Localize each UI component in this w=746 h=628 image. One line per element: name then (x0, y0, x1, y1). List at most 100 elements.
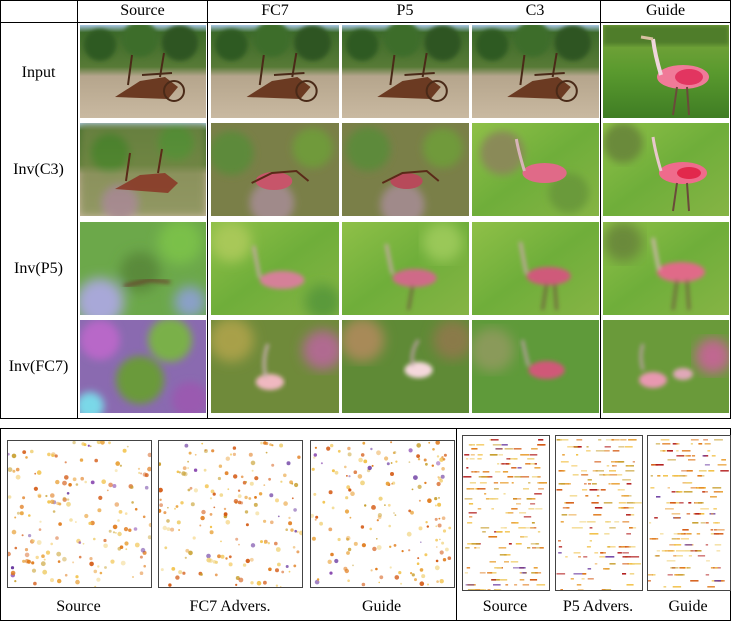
activation-stroke (573, 446, 582, 448)
activation-stroke (519, 567, 526, 569)
activation-dot (386, 462, 390, 466)
activation-dot (440, 474, 445, 479)
activation-dot (277, 562, 281, 567)
activation-dot (385, 481, 390, 486)
activation-stroke (710, 567, 715, 569)
activation-dot (15, 474, 21, 480)
activation-dot (437, 523, 442, 528)
activation-stroke (661, 550, 667, 552)
activation-dot (57, 578, 62, 584)
activation-stroke (556, 573, 566, 575)
activation-stroke (576, 439, 583, 441)
activation-dot (269, 443, 272, 446)
activation-stroke (517, 467, 522, 469)
activation-stroke (676, 550, 685, 552)
activation-dot (40, 561, 46, 567)
activation-dot (343, 566, 348, 571)
activation-dot (313, 456, 316, 459)
caption-left-fc7-advers: FC7 Advers. (189, 598, 271, 615)
top-border-bottom (0, 418, 731, 419)
inv-c3-p5-image (342, 123, 469, 216)
activation-stroke (511, 522, 519, 524)
activation-stroke (660, 533, 664, 535)
activation-stroke (700, 508, 709, 510)
activation-dot (138, 471, 141, 474)
activation-stroke (686, 513, 691, 515)
activation-dot (209, 530, 214, 535)
activation-dot (33, 581, 37, 586)
activation-stroke (472, 589, 476, 590)
activation-dot (263, 519, 267, 523)
activation-stroke (464, 454, 470, 456)
activation-map-fc7-advers (158, 440, 303, 588)
activation-dot (347, 579, 350, 582)
activation-stroke (514, 584, 518, 586)
activation-dot (93, 569, 98, 574)
activation-stroke (480, 589, 487, 590)
activation-stroke (493, 584, 501, 586)
activation-stroke (667, 450, 673, 452)
top-border-left (0, 0, 1, 419)
activation-dot (408, 448, 413, 453)
activation-stroke (666, 502, 670, 504)
activation-dot (79, 458, 84, 462)
activation-dot (220, 540, 222, 543)
activation-stroke (669, 502, 676, 504)
activation-stroke (525, 463, 531, 465)
activation-dot (254, 496, 257, 499)
activation-dot (436, 461, 441, 466)
activation-stroke (522, 584, 530, 586)
inv-p5-source-image (80, 222, 206, 315)
activation-stroke (578, 556, 581, 558)
activation-dot (178, 529, 181, 531)
activation-dot (441, 516, 446, 520)
activation-stroke (472, 471, 480, 473)
activation-stroke (560, 589, 563, 590)
activation-dot (326, 446, 331, 451)
activation-dot (314, 518, 317, 521)
activation-dot (64, 475, 69, 480)
activation-dot (423, 458, 427, 462)
activation-dot (69, 518, 73, 522)
activation-dot (144, 473, 149, 478)
activation-stroke (611, 439, 614, 441)
activation-stroke (627, 563, 635, 565)
activation-stroke (582, 573, 586, 575)
activation-dot (384, 456, 389, 461)
activation-stroke (568, 514, 577, 516)
activation-dot (251, 469, 254, 472)
inv-fc7-guide-image (603, 320, 729, 413)
activation-dot (400, 582, 403, 585)
activation-dot (387, 503, 391, 507)
activation-dot (334, 558, 339, 564)
activation-dot (442, 458, 446, 461)
activation-dot (390, 472, 394, 476)
activation-stroke (621, 546, 624, 548)
activation-stroke (648, 574, 653, 576)
activation-stroke (558, 470, 564, 472)
activation-dot (38, 528, 42, 531)
activation-dot (114, 502, 120, 507)
activation-dot (38, 494, 42, 498)
activation-dot (439, 579, 444, 584)
activation-stroke (475, 488, 479, 490)
activation-stroke (715, 533, 724, 535)
activation-stroke (513, 498, 522, 500)
activation-dot (124, 512, 128, 515)
activation-stroke (690, 439, 699, 441)
activation-stroke (530, 503, 536, 505)
activation-stroke (485, 498, 494, 500)
activation-dot (203, 468, 207, 472)
activation-dot (279, 586, 282, 587)
activation-dot (428, 441, 431, 444)
activation-stroke (466, 467, 469, 469)
activation-dot (75, 579, 80, 585)
activation-stroke (620, 489, 625, 491)
activation-dot (435, 538, 438, 542)
activation-stroke (513, 448, 522, 450)
activation-dot (187, 488, 191, 492)
activation-dot (417, 458, 421, 461)
activation-dot (268, 567, 272, 572)
activation-dot (75, 575, 79, 579)
activation-dot (31, 568, 37, 573)
